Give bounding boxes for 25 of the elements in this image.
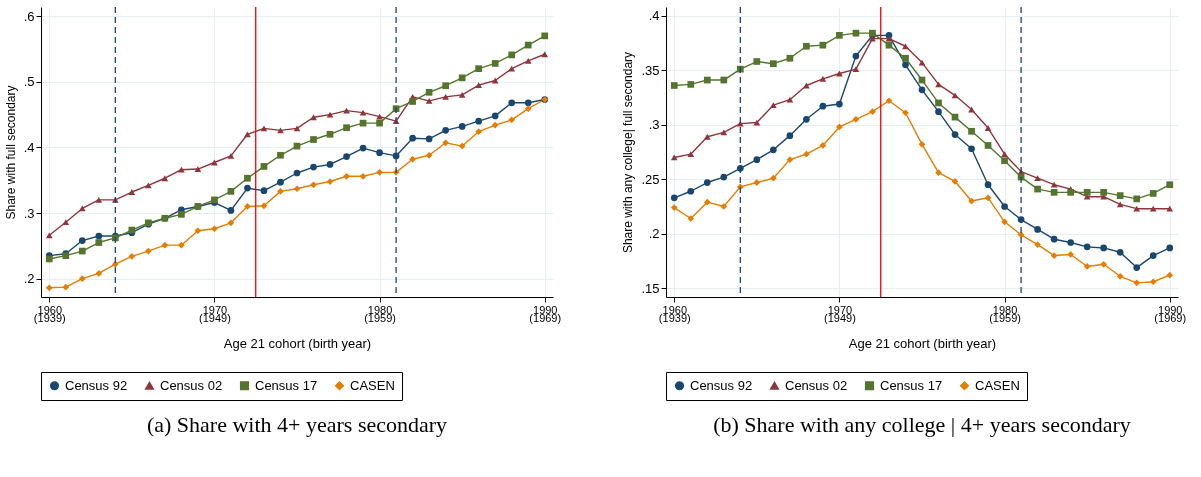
y-tick-label: .6 xyxy=(23,8,35,24)
legend-label: Census 02 xyxy=(160,377,223,393)
y-tick-label: .15 xyxy=(641,280,660,296)
legend-label: Census 92 xyxy=(65,377,128,393)
y-tick-label: .25 xyxy=(641,171,660,187)
y-tick-label: .35 xyxy=(641,62,660,78)
text: (a) Share with 4+ years secondary xyxy=(146,411,448,437)
legend-label: Census 02 xyxy=(785,377,848,393)
y-tick-label: .2 xyxy=(23,271,35,287)
y-axis-title: Share with full secondary xyxy=(3,85,18,220)
x-axis-title: Age 21 cohort (birth year) xyxy=(223,335,372,351)
y-tick-label: .3 xyxy=(648,117,660,133)
y-tick-label: .3 xyxy=(23,205,35,221)
y-tick-label: .4 xyxy=(648,8,660,24)
legend-label: Census 92 xyxy=(690,377,753,393)
legend-label: Census 17 xyxy=(255,377,318,393)
x-axis-title: Age 21 cohort (birth year) xyxy=(848,335,997,351)
y-axis-title: Share with any college| full secondary xyxy=(621,51,636,254)
y-tick-label: .2 xyxy=(648,226,660,242)
y-tick-label: .4 xyxy=(23,139,35,155)
text: (b) Share with any college | 4+ years secondary xyxy=(713,411,1131,437)
y-tick-label: .5 xyxy=(23,74,35,90)
legend-label: CASEN xyxy=(350,377,395,393)
legend-label: CASEN xyxy=(975,377,1020,393)
legend-label: Census 17 xyxy=(880,377,943,393)
